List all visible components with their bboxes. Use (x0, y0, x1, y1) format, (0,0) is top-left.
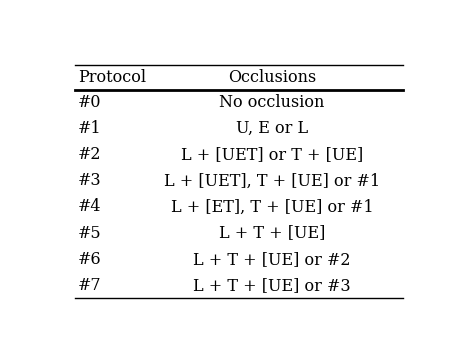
Text: L + T + [UE]: L + T + [UE] (218, 225, 325, 241)
Text: #1: #1 (78, 120, 101, 137)
Text: No occlusion: No occlusion (219, 94, 324, 111)
Text: Occlusions: Occlusions (228, 69, 315, 86)
Text: #6: #6 (78, 250, 101, 268)
Text: L + T + [UE] or #3: L + T + [UE] or #3 (193, 277, 350, 294)
Text: #5: #5 (78, 225, 101, 241)
Text: Protocol: Protocol (78, 69, 146, 86)
Text: #2: #2 (78, 146, 101, 163)
Text: L + [UET] or T + [UE]: L + [UET] or T + [UE] (180, 146, 363, 163)
Text: #0: #0 (78, 94, 101, 111)
Text: L + [UET], T + [UE] or #1: L + [UET], T + [UE] or #1 (164, 172, 379, 189)
Text: #3: #3 (78, 172, 101, 189)
Text: #4: #4 (78, 198, 101, 215)
Text: #7: #7 (78, 277, 101, 294)
Text: U, E or L: U, E or L (235, 120, 308, 137)
Text: L + T + [UE] or #2: L + T + [UE] or #2 (193, 250, 350, 268)
Text: L + [ET], T + [UE] or #1: L + [ET], T + [UE] or #1 (170, 198, 373, 215)
